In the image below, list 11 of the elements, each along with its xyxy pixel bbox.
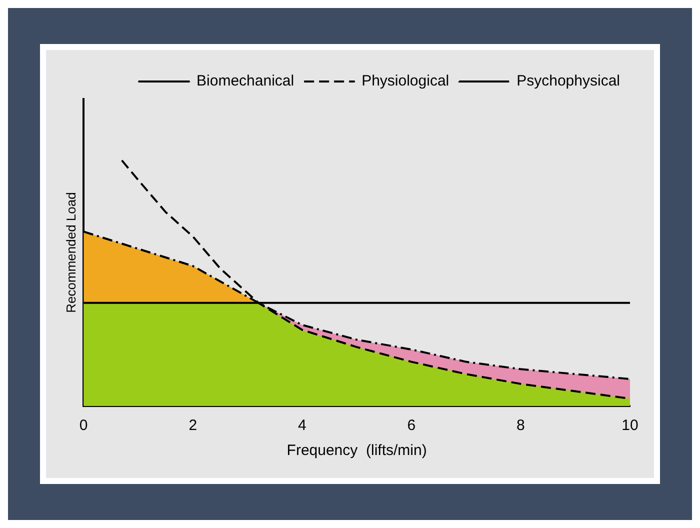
x-tick-label: 0 (79, 417, 88, 434)
y-axis-title: Recommended Load (63, 192, 78, 313)
x-tick-label: 8 (516, 417, 525, 434)
x-tick-label: 4 (298, 417, 306, 434)
legend-label: Biomechanical (196, 72, 294, 90)
x-tick-label: 10 (622, 417, 638, 434)
x-tick-label: 6 (407, 417, 416, 434)
legend-label: Psychophysical (516, 72, 620, 90)
x-tick-label: 2 (188, 417, 198, 434)
x-axis-title: Frequency (lifts/min) (286, 442, 427, 460)
legend-label: Physiological (362, 72, 450, 90)
